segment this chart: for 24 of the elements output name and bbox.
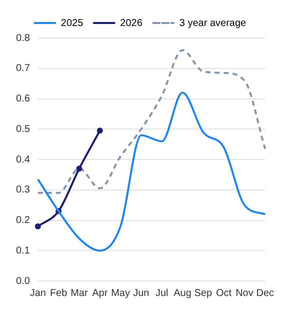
y-tick-label: 0.0 (16, 276, 30, 287)
y-tick-label: 0.3 (16, 184, 30, 196)
x-tick-label: Dec (256, 288, 274, 299)
y-tick-label: 0.8 (16, 32, 30, 44)
x-tick-label: Jul (155, 288, 168, 299)
y-tick-label: 0.5 (16, 124, 30, 135)
x-tick-label: Jun (133, 288, 150, 299)
legend-label: 3 year average (179, 18, 247, 29)
x-tick-label: Feb (50, 288, 68, 299)
x-tick-label: Oct (216, 288, 232, 299)
y-tick-label: 0.1 (16, 245, 30, 256)
y-tick-label: 0.2 (16, 215, 30, 226)
x-tick-label: Jan (30, 288, 46, 299)
y-tick-label: 0.7 (16, 63, 30, 74)
legend-label: 2026 (120, 18, 143, 29)
x-tick-label: Aug (174, 288, 192, 299)
y-tick-label: 0.6 (16, 94, 30, 104)
y-tick-label: 0.4 (16, 154, 30, 166)
x-tick-label: May (111, 288, 130, 299)
legend-label: 2025 (60, 18, 84, 29)
x-tick-label: Mar (70, 288, 88, 299)
x-tick-label: Sep (194, 288, 212, 299)
x-tick-label: Nov (236, 288, 254, 299)
x-tick-label: Apr (92, 288, 108, 299)
